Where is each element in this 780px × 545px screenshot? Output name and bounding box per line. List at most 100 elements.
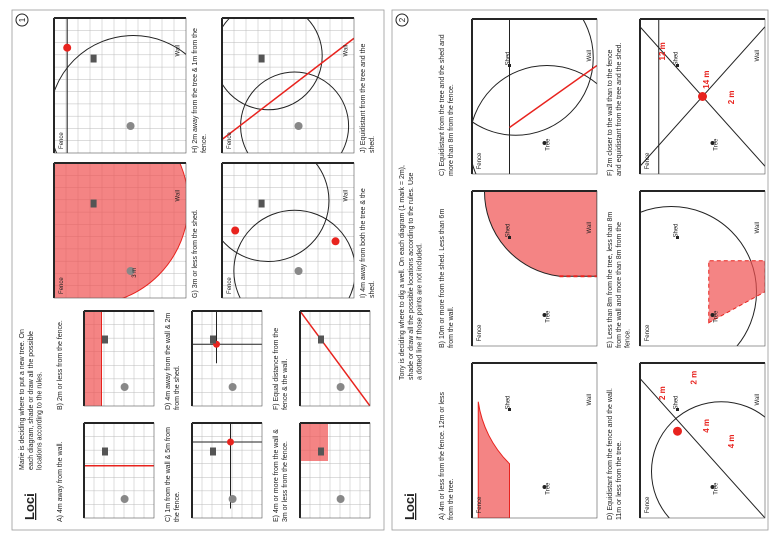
worksheet-title: Loci [402, 493, 417, 520]
diagram-label: Wall [343, 45, 349, 56]
diagram-label: Shed [674, 395, 680, 409]
diagram-label: Tree [714, 482, 720, 495]
diagram-content [192, 311, 262, 406]
locus-diagram: Fence Wall [214, 2, 354, 180]
diagram-label: Tree [714, 310, 720, 323]
page-number: 1 [18, 17, 27, 22]
locus-diagram [300, 311, 370, 406]
locus-point [332, 237, 340, 245]
diagram-label: Fence [477, 152, 483, 169]
shed-icon [91, 55, 97, 63]
question-text: A) 4m away from the wall. [57, 441, 64, 522]
locus-diagram [192, 423, 262, 518]
locus-diagram [192, 311, 262, 406]
diagram-label: Fence [59, 277, 65, 294]
tree-icon [229, 495, 237, 503]
diagram-label: 2 m [658, 386, 667, 400]
diagram-label: Tree [546, 310, 552, 323]
diagram-background [192, 311, 262, 406]
diagram-label: Fence [227, 277, 233, 294]
diagram-content [300, 423, 370, 518]
diagram-label: Shed [506, 223, 512, 237]
locus-diagram [84, 423, 154, 518]
diagram-content [300, 311, 370, 406]
diagram-label: Shed [674, 223, 680, 237]
shed-icon [259, 200, 265, 208]
tree-icon [295, 267, 303, 275]
shed-icon [259, 55, 265, 63]
diagram-label: 3 m [132, 268, 138, 278]
diagram-content [192, 423, 262, 518]
locus-point [63, 44, 71, 52]
locus-point [698, 92, 707, 101]
locus-diagram: Fence Wall Tree Shed 14 m 12 m 2 m [640, 19, 765, 174]
diagram-label: Tree [714, 138, 720, 151]
diagram-label: 4 m [727, 434, 736, 448]
page-number: 2 [398, 17, 407, 22]
tree-icon [121, 495, 129, 503]
diagram-background [222, 18, 354, 153]
diagram-background [54, 18, 186, 153]
shed-icon [318, 448, 324, 456]
locus-point [673, 427, 682, 436]
shed-icon [102, 448, 108, 456]
shed-icon [102, 336, 108, 344]
tree-icon [337, 495, 345, 503]
diagram-content [640, 19, 765, 174]
locus-diagram [84, 311, 154, 406]
diagram-label: Wall [343, 190, 349, 201]
diagram-label: Wall [755, 222, 761, 233]
diagram-label: 2 m [727, 90, 736, 104]
diagram-label: Fence [645, 324, 651, 341]
diagram-label: Shed [674, 51, 680, 65]
diagram-label: Wall [175, 45, 181, 56]
diagram-label: 14 m [702, 71, 711, 89]
diagram-content [84, 311, 154, 406]
diagram-label: Wall [755, 394, 761, 405]
shed-icon [91, 200, 97, 208]
locus-point [227, 439, 234, 446]
diagram-background [192, 423, 262, 518]
locus-diagram: Fence Wall Tree Shed 4 m 2 m 4 m 2 m [640, 363, 780, 540]
diagram-label: Fence [645, 152, 651, 169]
shed-icon [210, 336, 216, 344]
tree-icon [295, 122, 303, 130]
locus-point [231, 227, 239, 235]
question-text: E) 4m or more from the wall & 3m or less… [273, 427, 289, 522]
diagram-label: Tree [546, 482, 552, 495]
tree-icon [337, 383, 345, 391]
diagram-label: Wall [587, 222, 593, 233]
diagram-content [472, 363, 597, 518]
diagram-content [84, 423, 154, 518]
diagram-label: Tree [546, 138, 552, 151]
question-text: B) 2m or less from the fence. [57, 320, 64, 410]
diagram-label: 12 m [658, 42, 667, 60]
diagram-label: Wall [755, 50, 761, 61]
question-text: G) 3m or less from the shed. [192, 209, 199, 298]
diagram-background [472, 19, 597, 174]
diagram-background [222, 163, 354, 298]
diagram-label: Fence [645, 496, 651, 513]
question-text: F) 2m closer to the wall than to the fen… [607, 42, 623, 176]
diagram-label: Shed [506, 395, 512, 409]
diagram-label: Shed [506, 51, 512, 65]
shed-icon [210, 448, 216, 456]
shed-icon [318, 336, 324, 344]
diagram-label: Fence [227, 132, 233, 149]
worksheet-title: Loci [22, 493, 37, 520]
diagram-label: 4 m [702, 419, 711, 433]
diagram-label: Wall [587, 50, 593, 61]
diagram-label: Wall [175, 190, 181, 201]
tree-icon [121, 383, 129, 391]
diagram-label: 2 m [689, 371, 698, 385]
diagram-label: Fence [477, 496, 483, 513]
tree-icon [127, 122, 135, 130]
diagram-background [84, 423, 154, 518]
shaded-region [84, 311, 102, 406]
diagram-content [472, 191, 597, 346]
